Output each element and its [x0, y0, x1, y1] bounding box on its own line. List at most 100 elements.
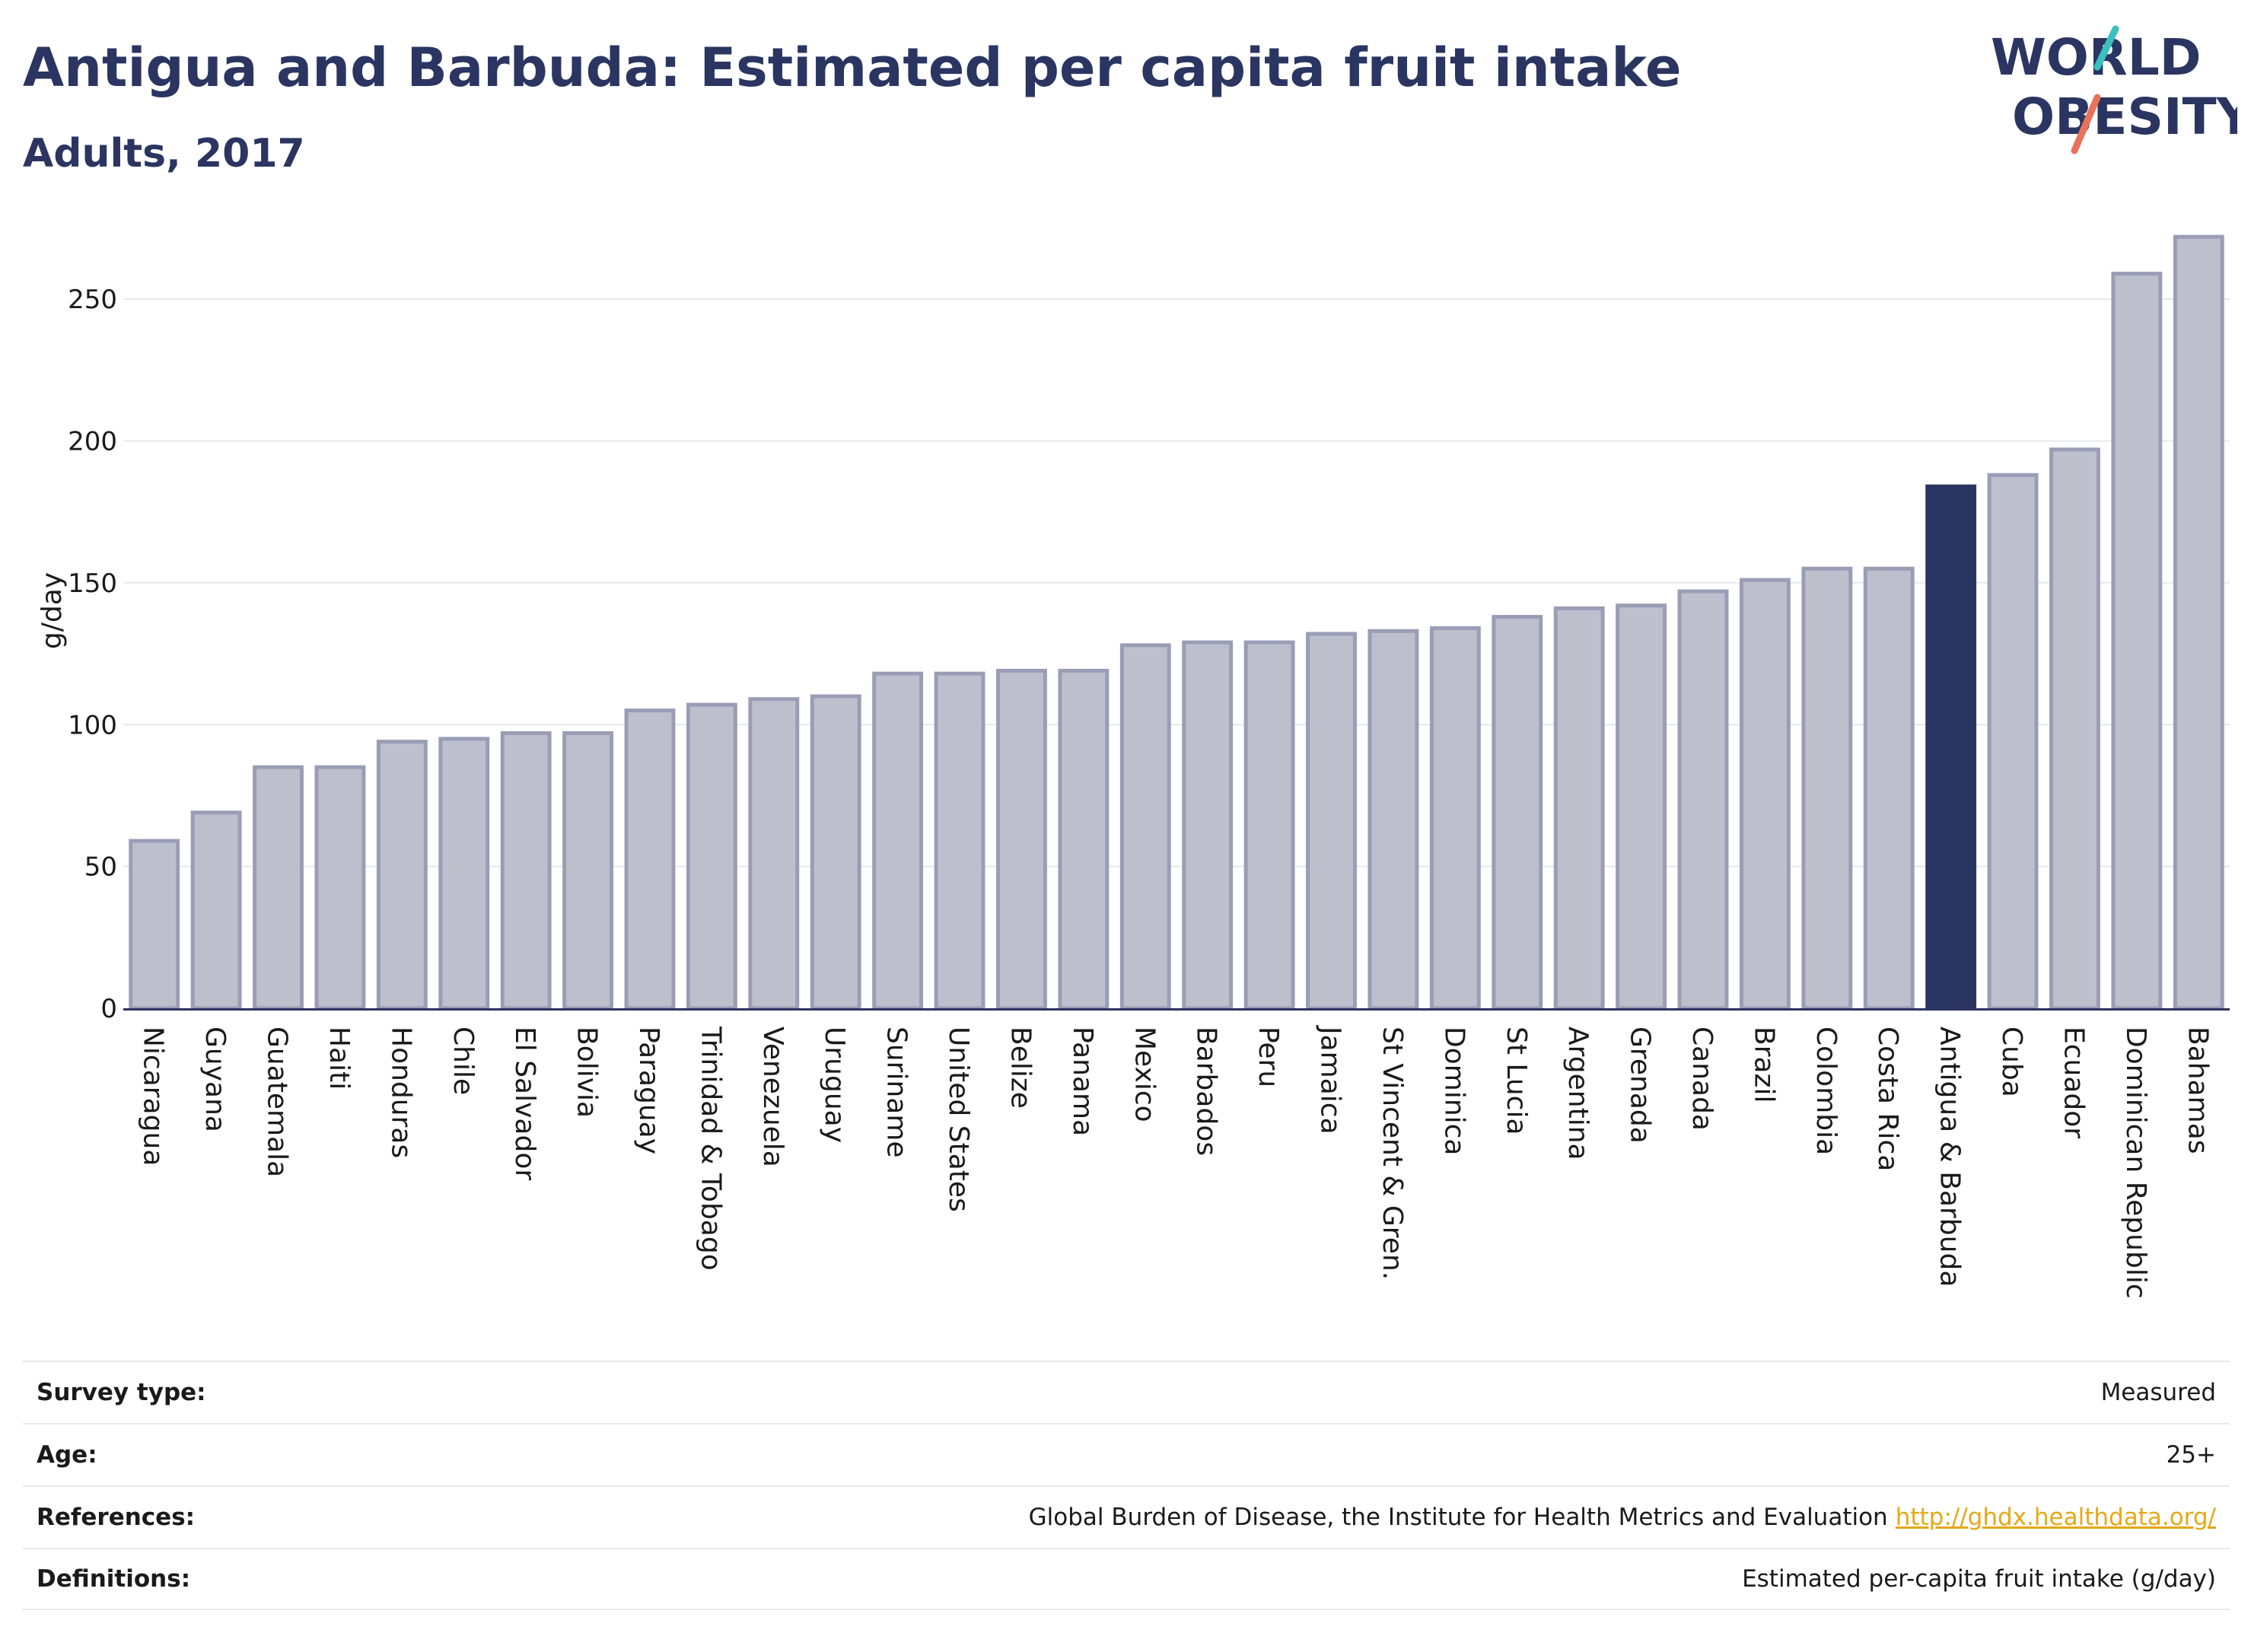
info-value: Estimated per-capita fruit intake (g/day…: [1742, 1565, 2216, 1593]
info-key: Survey type:: [37, 1379, 206, 1406]
bar-canada: [1677, 589, 1729, 1011]
world-obesity-logo: WORLD OBESITY: [1991, 25, 2237, 154]
x-category-label: St Vincent & Gren.: [1377, 1027, 1408, 1280]
reference-link[interactable]: http://ghdx.healthdata.org/: [1895, 1504, 2216, 1531]
x-category-label: Colombia: [1810, 1027, 1842, 1155]
info-row-age: Age: 25+: [23, 1423, 2230, 1485]
x-category-label: Belize: [1005, 1027, 1036, 1109]
bar-ecuador: [2049, 447, 2100, 1011]
y-axis-label: g/day: [37, 572, 68, 649]
bar-haiti: [314, 765, 366, 1011]
x-category-label: Bolivia: [572, 1027, 603, 1118]
bar-honduras: [376, 740, 428, 1011]
x-category-label: Ecuador: [2058, 1027, 2089, 1138]
bar-guatemala: [253, 765, 304, 1011]
logo-line-2: OBESITY: [2012, 88, 2237, 146]
x-category-label: Grenada: [1625, 1027, 1656, 1144]
x-category-label: Uruguay: [819, 1027, 850, 1143]
x-category-label: Jamaica: [1315, 1025, 1346, 1135]
info-value: 25+: [2166, 1441, 2216, 1469]
x-category-label: Guatemala: [262, 1027, 293, 1177]
bar-peru: [1243, 640, 1295, 1011]
info-table: Survey type: Measured Age: 25+ Reference…: [23, 1361, 2230, 1610]
bar-argentina: [1553, 606, 1605, 1011]
bar-cuba: [1987, 473, 2039, 1011]
x-category-label: Honduras: [385, 1027, 416, 1158]
x-axis-categories: Nicaragua Guyana Guatemala Haiti Honduras Chi…: [138, 1025, 2214, 1299]
x-category-label: Haiti: [323, 1027, 355, 1090]
x-category-label: Dominica: [1438, 1027, 1469, 1156]
y-tick-label: 0: [100, 994, 117, 1024]
x-category-label: Panama: [1067, 1027, 1098, 1136]
bar-colombia: [1801, 566, 1853, 1011]
bar-dominica: [1429, 626, 1481, 1011]
bar-barbados: [1182, 640, 1234, 1011]
bar-uruguay: [810, 694, 861, 1011]
logo-slash-teal: [2093, 25, 2119, 71]
bar-bolivia: [562, 731, 614, 1011]
bars: [129, 234, 2224, 1011]
y-tick-label: 50: [84, 852, 117, 883]
x-category-label: Costa Rica: [1872, 1027, 1903, 1171]
reference-text: Global Burden of Disease, the Institute …: [1028, 1504, 1888, 1531]
y-tick-label: 150: [68, 568, 117, 599]
x-category-label: Mexico: [1129, 1027, 1160, 1122]
info-row-survey-type: Survey type: Measured: [23, 1361, 2230, 1423]
x-category-label: St Lucia: [1501, 1027, 1532, 1135]
x-category-label: Barbados: [1191, 1027, 1222, 1156]
bar-nicaragua: [129, 839, 180, 1011]
info-value-with-link: Global Burden of Disease, the Institute …: [1029, 1504, 2216, 1531]
y-tick-label: 100: [68, 710, 117, 740]
bar-guyana: [190, 810, 242, 1011]
bar-chart: 0 50 100 150 200 250 Nicaragua Guyana Guatemala…: [37, 234, 2230, 1299]
x-category-label: Antigua & Barbuda: [1934, 1027, 1966, 1287]
info-key: Definitions:: [37, 1565, 191, 1593]
chart-title: Antigua and Barbuda: Estimated per capit…: [23, 37, 1682, 99]
info-row-references: References: Global Burden of Disease, th…: [23, 1485, 2230, 1548]
bar-united-states: [934, 671, 985, 1011]
x-category-label: United States: [943, 1027, 974, 1212]
bar-brazil: [1739, 578, 1791, 1011]
bar-dominican-republic: [2111, 272, 2163, 1011]
bar-suriname: [872, 671, 924, 1011]
x-category-label: Nicaragua: [138, 1027, 169, 1166]
bar-jamaica: [1306, 632, 1357, 1011]
bar-st-vincent-gren-: [1367, 629, 1419, 1011]
x-category-label: Bahamas: [2182, 1027, 2213, 1154]
y-tick-label: 250: [68, 285, 117, 315]
bar-bahamas: [2173, 234, 2224, 1011]
x-category-label: El Salvador: [509, 1027, 540, 1180]
x-category-label: Paraguay: [633, 1027, 664, 1154]
logo-slash-coral: [2071, 94, 2101, 154]
y-tick-label: 200: [68, 427, 117, 457]
y-axis-ticks: 0 50 100 150 200 250: [68, 285, 117, 1024]
bar-el-salvador: [500, 731, 552, 1011]
info-row-definitions: Definitions: Estimated per-capita fruit …: [23, 1548, 2230, 1610]
bar-venezuela: [748, 697, 800, 1011]
bar-costa-rica: [1863, 566, 1915, 1011]
logo-line-1: WORLD: [1991, 28, 2202, 87]
bar-st-lucia: [1492, 615, 1543, 1011]
x-category-label: Peru: [1253, 1027, 1284, 1087]
x-category-label: Brazil: [1748, 1027, 1779, 1103]
x-category-label: Trinidad & Tobago: [695, 1026, 726, 1271]
bar-paraguay: [624, 708, 676, 1011]
info-key: References:: [37, 1504, 196, 1531]
bar-belize: [996, 668, 1047, 1011]
chart-subtitle: Adults, 2017: [23, 131, 305, 177]
info-key: Age:: [37, 1441, 97, 1469]
x-category-label: Cuba: [1996, 1027, 2027, 1097]
x-category-label: Chile: [447, 1027, 479, 1095]
bar-mexico: [1119, 643, 1171, 1011]
bar-trinidad-tobago: [686, 702, 737, 1011]
x-category-label: Canada: [1686, 1027, 1718, 1131]
x-category-label: Venezuela: [757, 1027, 788, 1167]
x-category-label: Suriname: [881, 1027, 912, 1158]
bar-panama: [1058, 668, 1110, 1011]
x-category-label: Guyana: [199, 1027, 231, 1132]
bar-chile: [438, 737, 490, 1011]
bar-grenada: [1616, 603, 1667, 1011]
info-value: Measured: [2100, 1379, 2216, 1406]
x-category-label: Argentina: [1562, 1027, 1594, 1160]
bar-antigua-barbuda: [1925, 484, 1977, 1011]
